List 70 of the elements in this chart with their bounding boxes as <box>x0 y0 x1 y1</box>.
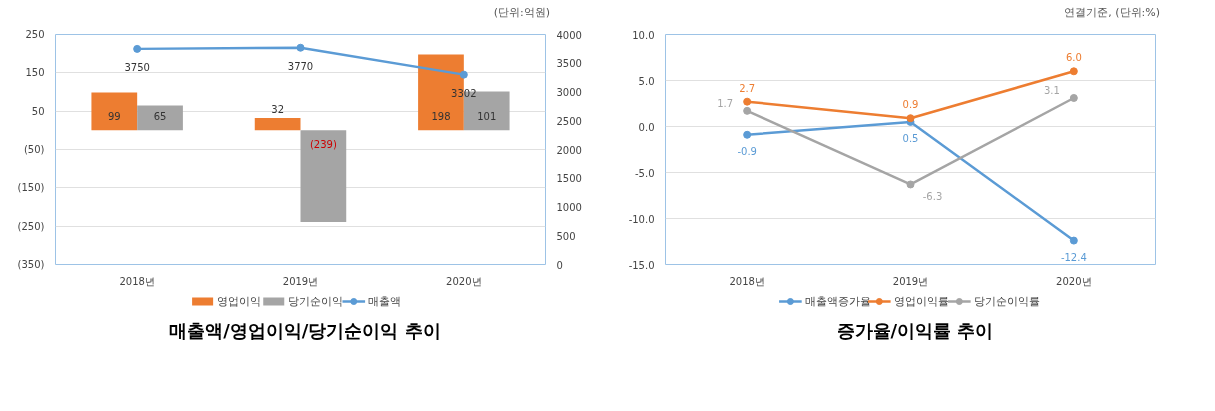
data-label: 1.7 <box>717 97 734 109</box>
y-tick-label: 0.0 <box>638 121 655 133</box>
y2-tick-label: 3000 <box>556 87 582 98</box>
data-label: 101 <box>477 111 497 123</box>
x-tick-label: 2020년 <box>446 275 482 287</box>
bar <box>91 92 138 131</box>
x-tick-label: 2019년 <box>892 275 929 287</box>
y2-tick-label: 3500 <box>556 58 582 70</box>
data-label: 3750 <box>124 61 150 73</box>
legend-label: 당기순이익률 <box>973 295 1040 308</box>
x-tick-label: 2018년 <box>119 275 155 287</box>
y2-tick-label: 2500 <box>556 115 582 127</box>
y-tick-label: 250 <box>25 29 45 40</box>
data-label: 2.7 <box>739 82 756 94</box>
data-label: -12.4 <box>1060 251 1087 263</box>
point <box>743 106 752 115</box>
data-label: 99 <box>107 111 121 123</box>
point <box>1069 236 1078 245</box>
y2-tick-label: 4000 <box>556 29 582 41</box>
data-label: -0.9 <box>737 145 757 157</box>
y-tick-label: (150) <box>17 182 45 194</box>
data-label: 198 <box>431 111 451 123</box>
y-tick-label: (50) <box>23 144 45 155</box>
point <box>743 130 752 139</box>
data-label: 6.0 <box>1065 52 1082 64</box>
text: 매출액/영업이익/당기순이익 추이 <box>169 319 441 343</box>
y-tick-label: (250) <box>17 220 45 232</box>
y-tick-label: 150 <box>25 67 45 79</box>
point <box>296 43 305 52</box>
y2-tick-label: 500 <box>556 230 576 242</box>
bar <box>254 118 301 131</box>
y2-tick-label: 0 <box>556 259 563 271</box>
text: (단위:억원) <box>493 5 550 21</box>
point <box>1069 67 1078 76</box>
y2-tick-label: 1500 <box>556 173 582 185</box>
data-label: 32 <box>271 104 285 116</box>
legend-label: 영업이익 <box>217 295 262 308</box>
data-label: (239) <box>309 138 337 150</box>
data-label: 3302 <box>451 87 477 99</box>
text: 증가율/이익률 추이 <box>836 319 994 343</box>
point <box>906 180 915 189</box>
y-tick-label: 5.0 <box>638 75 655 87</box>
x-tick-label: 2019년 <box>282 275 319 287</box>
legend-label: 영업이익률 <box>893 295 949 308</box>
data-label: 0.5 <box>902 132 919 144</box>
y-tick-label: 10.0 <box>632 29 655 41</box>
data-label: 3770 <box>287 60 314 72</box>
x-tick-label: 2020년 <box>1056 275 1092 287</box>
bar <box>300 130 347 222</box>
point <box>133 44 142 53</box>
legend-label: 매출액 <box>368 295 402 308</box>
y-tick-label: -15.0 <box>628 259 655 271</box>
y2-tick-label: 2000 <box>556 144 582 156</box>
x-tick-label: 2018년 <box>729 275 765 287</box>
y-tick-label: (350) <box>17 259 45 270</box>
data-label: 3.1 <box>1043 84 1060 96</box>
data-label: -6.3 <box>922 191 943 203</box>
point <box>459 70 468 79</box>
point <box>743 97 752 106</box>
point <box>1069 93 1078 102</box>
legend-label: 당기순이익 <box>288 295 344 308</box>
y-tick-label: -5.0 <box>634 167 655 179</box>
bar <box>137 105 183 131</box>
y-tick-label: 50 <box>31 105 45 117</box>
legend-label: 매출액증가율 <box>804 295 871 308</box>
y-tick-label: -10.0 <box>628 213 655 225</box>
data-label: 65 <box>153 111 167 123</box>
text: 연결기준, (단위:%) <box>1064 5 1160 21</box>
y2-tick-label: 1000 <box>556 202 582 213</box>
data-label: 0.9 <box>902 99 919 111</box>
